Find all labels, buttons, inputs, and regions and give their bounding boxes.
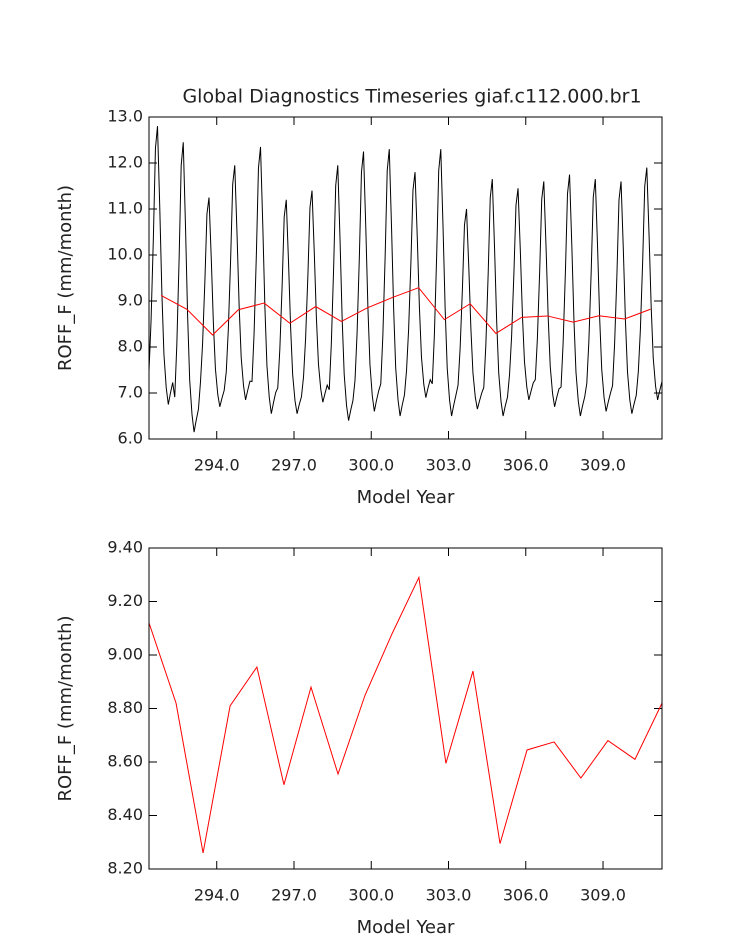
y-axis-label: ROFF_F (mm/month) [55,615,76,801]
y-tick-label: 9.0 [118,291,143,310]
y-tick-label: 8.80 [107,698,143,717]
y-tick-label: 8.40 [107,805,143,824]
x-tick-label: 306.0 [503,456,549,475]
x-tick-label: 309.0 [580,456,626,475]
x-tick-label: 309.0 [580,886,626,905]
x-tick-label: 300.0 [348,886,394,905]
x-tick-label: 297.0 [271,886,317,905]
y-tick-label: 13.0 [107,107,143,126]
y-tick-label: 8.0 [118,337,143,356]
data-line [160,287,651,336]
y-tick-label: 8.20 [107,859,143,878]
data-line [148,126,663,433]
y-tick-label: 8.60 [107,752,143,771]
y-tick-label: 7.0 [118,383,143,402]
y-tick-label: 9.40 [107,538,143,557]
y-tick-label: 11.0 [107,199,143,218]
y-tick-label: 12.0 [107,153,143,172]
y-axis-label: ROFF_F (mm/month) [55,185,76,371]
x-tick-label: 303.0 [426,456,472,475]
y-tick-label: 10.0 [107,245,143,264]
y-tick-label: 6.0 [118,429,143,448]
plot-frame [148,116,663,440]
x-tick-label: 300.0 [348,456,394,475]
x-tick-label: 297.0 [271,456,317,475]
chart-title: Global Diagnostics Timeseries giaf.c112.… [182,86,641,108]
y-tick-label: 9.00 [107,645,143,664]
plot-frame [148,547,663,870]
data-line [148,575,663,854]
x-tick-label: 294.0 [194,886,240,905]
x-axis-label: Model Year [357,487,455,508]
x-tick-label: 294.0 [194,456,240,475]
x-axis-label: Model Year [357,917,455,938]
x-tick-label: 306.0 [503,886,549,905]
y-tick-label: 9.20 [107,591,143,610]
x-tick-label: 303.0 [426,886,472,905]
